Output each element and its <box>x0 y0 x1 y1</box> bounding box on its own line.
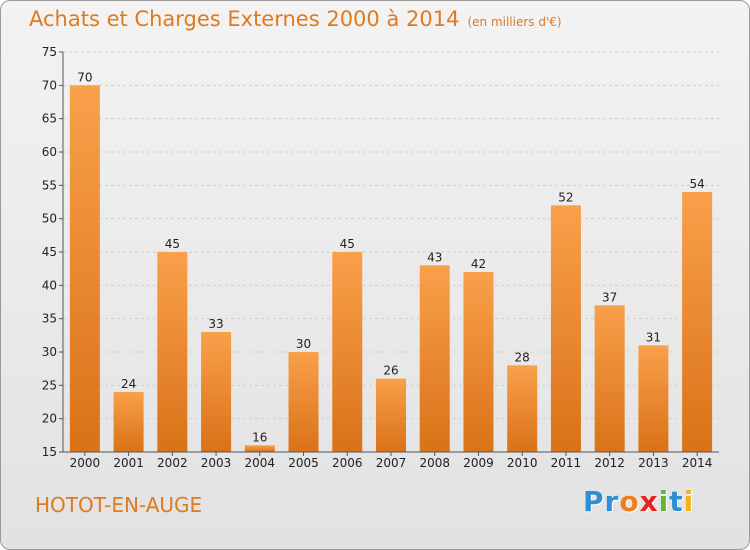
y-tick-label: 35 <box>42 312 57 326</box>
x-tick-label: 2011 <box>551 456 582 470</box>
bar <box>594 305 625 452</box>
bar-value-label: 37 <box>602 290 617 304</box>
bar-value-label: 70 <box>77 70 92 84</box>
x-tick-label: 2013 <box>638 456 669 470</box>
x-tick-label: 2010 <box>507 456 538 470</box>
bar-value-label: 45 <box>165 237 180 251</box>
y-tick-label: 60 <box>42 145 57 159</box>
logo-letter: i <box>658 485 670 518</box>
y-tick-label: 40 <box>42 278 57 292</box>
y-tick-label: 20 <box>42 412 57 426</box>
bar-value-label: 33 <box>208 317 223 331</box>
bar <box>201 332 232 452</box>
x-tick-label: 2008 <box>419 456 450 470</box>
logo-letter: i <box>683 485 695 518</box>
bar <box>376 378 406 452</box>
chart-title-text: Achats et Charges Externes 2000 à 2014 <box>29 7 460 31</box>
y-tick-label: 65 <box>42 112 57 126</box>
bar-value-label: 26 <box>383 364 398 378</box>
bar <box>507 365 538 452</box>
x-tick-label: 2006 <box>332 456 363 470</box>
x-axis-ticks: 2000 2001 2002 2003 2004 2005 2006 2007 2008 2009… <box>70 452 713 470</box>
logo-letter: r <box>604 485 620 518</box>
value-labels: 70 24 45 33 16 30 45 26 43 42 28 52 37 31 54 <box>77 70 705 444</box>
proxiti-logo: Proxiti <box>583 485 694 518</box>
bar <box>550 205 581 452</box>
bar <box>69 85 100 452</box>
bar <box>638 345 669 452</box>
logo-letter: P <box>583 485 605 518</box>
axes <box>62 52 719 453</box>
bars <box>69 85 713 452</box>
y-tick-label: 25 <box>42 378 57 392</box>
bar <box>419 265 450 452</box>
x-tick-label: 2009 <box>463 456 494 470</box>
logo-letter: o <box>619 485 640 518</box>
bar-value-label: 45 <box>340 237 355 251</box>
place-name: HOTOT-EN-AUGE <box>35 493 203 517</box>
y-axis-ticks: 15 20 25 30 35 40 45 50 55 60 65 70 75 <box>42 45 63 459</box>
y-tick-label: 45 <box>42 245 57 259</box>
logo-letter: t <box>669 485 684 518</box>
y-tick-label: 50 <box>42 212 57 226</box>
x-tick-label: 2001 <box>113 456 144 470</box>
bar-value-label: 31 <box>646 330 661 344</box>
bar <box>288 352 319 452</box>
y-tick-label: 55 <box>42 178 57 192</box>
bar-value-label: 28 <box>515 350 530 364</box>
y-tick-label: 30 <box>42 345 57 359</box>
bar <box>113 392 144 452</box>
x-tick-label: 2005 <box>288 456 319 470</box>
bar <box>332 252 363 452</box>
bar-value-label: 30 <box>296 337 311 351</box>
logo-letter: x <box>639 485 659 518</box>
x-tick-label: 2002 <box>157 456 188 470</box>
bar-value-label: 42 <box>471 257 486 271</box>
y-tick-label: 15 <box>42 445 57 459</box>
chart-unit-label: (en milliers d'€) <box>467 15 562 29</box>
bar <box>682 192 713 452</box>
x-tick-label: 2014 <box>682 456 713 470</box>
x-tick-label: 2000 <box>70 456 101 470</box>
bar-value-label: 16 <box>252 430 267 444</box>
bar-value-label: 43 <box>427 250 442 264</box>
x-tick-label: 2004 <box>245 456 276 470</box>
bar-value-label: 24 <box>121 377 136 391</box>
x-tick-label: 2003 <box>201 456 232 470</box>
bar-value-label: 52 <box>558 190 573 204</box>
bar <box>463 272 494 452</box>
y-tick-label: 75 <box>42 45 57 59</box>
bar-value-label: 54 <box>689 177 704 191</box>
x-tick-label: 2007 <box>376 456 407 470</box>
bar <box>157 252 188 452</box>
y-tick-label: 70 <box>42 78 57 92</box>
bar <box>244 445 275 452</box>
x-tick-label: 2012 <box>594 456 625 470</box>
chart-title: Achats et Charges Externes 2000 à 2014 (e… <box>29 7 562 31</box>
